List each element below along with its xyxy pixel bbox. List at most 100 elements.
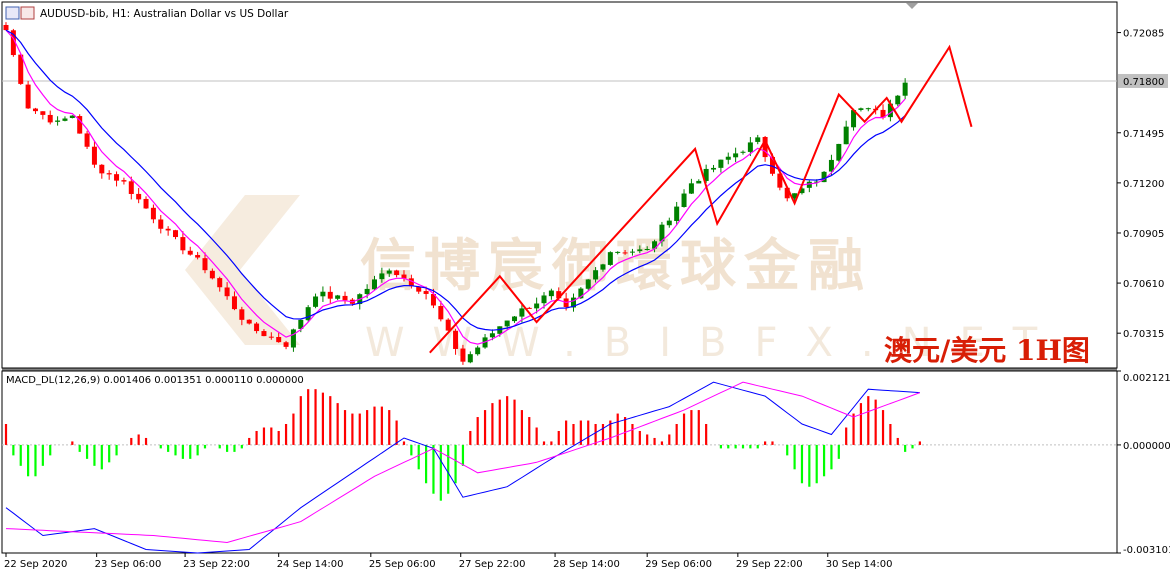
price-tick-label: 0.70315	[1123, 329, 1164, 340]
candle	[47, 110, 53, 125]
candle	[659, 221, 665, 247]
candle	[187, 246, 193, 256]
candle	[217, 276, 223, 292]
candle	[32, 107, 38, 114]
candle	[733, 147, 739, 163]
candle	[143, 196, 149, 209]
time-tick-label: 27 Sep 22:00	[459, 559, 526, 570]
candle	[224, 282, 230, 300]
candle	[335, 294, 341, 301]
candle	[430, 288, 436, 309]
candle	[202, 252, 208, 274]
candle	[644, 246, 650, 251]
candle	[438, 300, 444, 322]
candle	[40, 111, 46, 120]
candle	[858, 107, 864, 112]
candle	[173, 229, 179, 240]
candle	[246, 319, 252, 325]
candle	[607, 251, 613, 266]
candle	[445, 318, 451, 331]
candle	[150, 204, 156, 224]
candle	[681, 189, 687, 208]
candle	[548, 288, 554, 300]
time-tick-label: 22 Sep 2020	[4, 559, 67, 570]
macd-tick-label: 0.002121	[1123, 373, 1170, 384]
candle	[91, 141, 97, 168]
macd-title: MACD_DL(12,26,9) 0.001406 0.001351 0.000…	[6, 375, 304, 386]
candle	[475, 345, 481, 356]
time-tick-label: 24 Sep 14:00	[277, 559, 344, 570]
candle	[895, 94, 901, 107]
candle	[740, 150, 746, 155]
price-tick-label: 0.72085	[1123, 29, 1164, 40]
candle	[114, 171, 120, 187]
pattern-line	[429, 44, 973, 354]
candle	[69, 115, 75, 119]
time-tick-label: 23 Sep 06:00	[95, 559, 162, 570]
candle	[305, 305, 311, 322]
candle	[851, 108, 857, 131]
macd-lines	[5, 381, 921, 554]
watermark-cn: 信博宸御環球金融	[360, 234, 872, 299]
candle	[688, 178, 694, 195]
candle	[62, 116, 68, 122]
candle	[313, 293, 319, 309]
candle	[755, 134, 761, 145]
chart-header: AUDUSD-bib, H1: Australian Dollar vs US …	[5, 6, 289, 20]
candle	[806, 180, 812, 193]
candle	[276, 331, 282, 343]
candle	[84, 130, 90, 150]
signal-line	[5, 381, 921, 544]
candle	[290, 328, 296, 352]
candles	[3, 22, 908, 365]
shift-marker-icon[interactable]	[906, 3, 918, 9]
candle	[725, 152, 731, 165]
price-tick-label: 0.70905	[1123, 229, 1164, 240]
candle	[674, 201, 680, 226]
chart-title: AUDUSD-bib, H1: Australian Dollar vs US …	[40, 8, 289, 20]
slow-ma-line	[5, 29, 906, 331]
chart-window-icon-2	[20, 6, 35, 20]
time-tick-label: 29 Sep 06:00	[645, 559, 712, 570]
time-axis: 22 Sep 2020 23 Sep 06:00 23 Sep 22:00 24 Se…	[4, 553, 893, 570]
candle	[747, 137, 753, 157]
chart-window-icon	[5, 6, 20, 20]
price-axis: 0.72085 0.71495 0.71200 0.70905 0.70610 0.703…	[2, 29, 1168, 340]
candle	[195, 251, 201, 260]
candle	[570, 293, 576, 312]
macd-tick-label: -0.003101	[1123, 545, 1170, 556]
candle	[401, 270, 407, 282]
candle	[453, 328, 459, 355]
candle	[165, 226, 171, 236]
candle	[600, 263, 606, 272]
candle	[25, 80, 31, 109]
candle	[372, 275, 377, 291]
candle	[821, 171, 827, 183]
candle	[136, 188, 142, 204]
macd-tick-label: 0.000000	[1123, 441, 1170, 452]
time-tick-label: 25 Sep 06:00	[369, 559, 436, 570]
candle	[158, 215, 164, 234]
candle	[843, 120, 849, 145]
candle	[327, 286, 333, 304]
candle	[718, 159, 724, 173]
candle	[106, 170, 112, 180]
time-tick-label: 23 Sep 22:00	[183, 559, 250, 570]
candle	[615, 251, 621, 255]
candle	[261, 329, 267, 337]
price-tick-label: 0.71200	[1123, 179, 1164, 190]
macd-pane-frame	[1, 370, 1118, 554]
candle	[121, 177, 127, 185]
macd-histogram	[4, 389, 921, 501]
candle	[231, 291, 237, 311]
candle	[379, 267, 385, 283]
candle	[3, 22, 9, 31]
candle	[99, 164, 105, 179]
candle	[711, 164, 717, 173]
candle	[254, 322, 260, 334]
candle	[423, 286, 429, 300]
candle	[10, 28, 16, 57]
price-pane-frame	[1, 1, 1118, 369]
watermark: 信博宸御環球金融 WWW.BIBFX.NET	[185, 195, 1037, 366]
